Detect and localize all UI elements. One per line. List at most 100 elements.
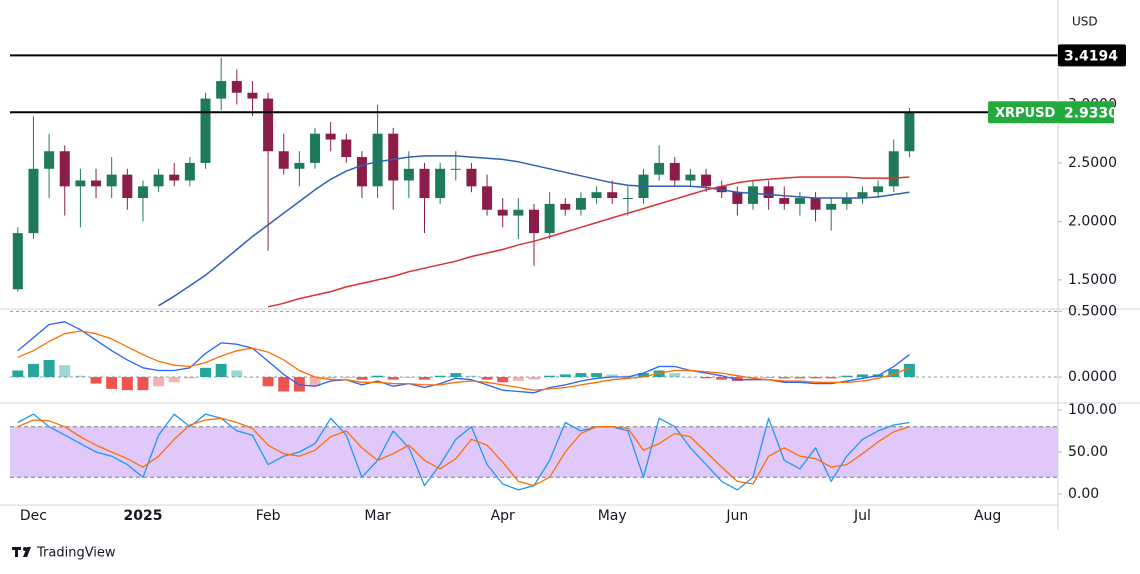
- candle-body: [44, 151, 55, 169]
- candle-body: [591, 192, 602, 199]
- macd-histogram-bar: [231, 370, 243, 378]
- marks-layer: [10, 54, 1058, 491]
- x-tick-label: Jul: [853, 508, 871, 524]
- macd-histogram-bar: [544, 375, 556, 378]
- macd-histogram-bar: [903, 363, 915, 378]
- candle-body: [372, 133, 383, 187]
- candle-body: [12, 233, 23, 290]
- candle-body: [91, 180, 102, 187]
- candle-body: [826, 203, 837, 210]
- macd-histogram-bar: [591, 373, 603, 378]
- candle-body: [654, 162, 665, 175]
- candle-body: [75, 180, 86, 187]
- y-tick-label: 100.00: [1068, 402, 1117, 418]
- x-tick-label: Aug: [974, 508, 1001, 524]
- x-tick-label: Jun: [725, 508, 748, 524]
- x-tick-label: May: [598, 508, 627, 524]
- x-tick-label: 2025: [123, 508, 162, 524]
- macd-line: [17, 321, 910, 394]
- y-tick-label: 1.5000: [1068, 272, 1117, 288]
- last-price-label: 2.9330: [1064, 105, 1118, 121]
- y-tick-label: 50.00: [1068, 444, 1108, 460]
- candle-body: [622, 198, 633, 200]
- candle-body: [200, 98, 211, 163]
- macd-histogram-bar: [794, 377, 806, 379]
- x-tick-label: Apr: [491, 508, 515, 524]
- macd-histogram-bar: [106, 377, 118, 389]
- macd-histogram-bar: [372, 375, 384, 378]
- symbol-label: XRPUSD: [995, 106, 1055, 121]
- candle-body: [278, 151, 289, 169]
- candle-body: [888, 151, 899, 187]
- candle-body: [732, 192, 743, 204]
- y-tick-label: 0.00: [1068, 486, 1099, 502]
- macd-histogram-bar: [309, 377, 321, 387]
- candle-body: [325, 133, 336, 140]
- macd-histogram-bar: [340, 377, 352, 378]
- candle-body: [575, 198, 586, 210]
- candle-body: [247, 92, 258, 99]
- macd-histogram-bar: [356, 377, 368, 380]
- candle-body: [904, 112, 915, 152]
- candle-body: [403, 168, 414, 181]
- candle-body: [466, 168, 477, 187]
- moving-average: [267, 176, 910, 308]
- macd-histogram-bar: [419, 377, 430, 380]
- candle-body: [779, 198, 790, 204]
- bands-layer: [10, 103, 1062, 495]
- y-tick-label: 2.0000: [1068, 213, 1117, 229]
- macd-histogram-bar: [59, 365, 71, 378]
- candle-body: [685, 174, 696, 181]
- candle-body: [263, 98, 274, 152]
- macd-histogram-bar: [262, 377, 274, 387]
- stoch-line: [17, 417, 910, 487]
- candle-body: [763, 186, 774, 199]
- macd-histogram-bar: [638, 373, 649, 378]
- candle-body: [184, 162, 195, 181]
- x-tick-label: Feb: [256, 508, 281, 524]
- macd-histogram-bar: [403, 377, 415, 378]
- macd-histogram-bar: [215, 363, 227, 378]
- macd-histogram-bar: [246, 377, 258, 378]
- candle-body: [153, 174, 164, 187]
- stoch-band: [10, 426, 1058, 478]
- candle-body: [388, 133, 399, 181]
- logo-shape: [23, 547, 31, 557]
- candle-body: [216, 81, 227, 99]
- candle-body: [873, 186, 884, 193]
- macd-histogram-bar: [528, 377, 540, 380]
- macd-histogram-bar: [12, 370, 24, 378]
- candle-body: [701, 174, 712, 187]
- macd-histogram-bar: [74, 375, 86, 378]
- macd-histogram-bar: [278, 377, 290, 392]
- last-price-tag: [1058, 101, 1114, 124]
- y-tick-label: 0.0000: [1068, 369, 1117, 385]
- currency-label: USD: [1072, 15, 1098, 29]
- macd-histogram-bar: [841, 375, 853, 378]
- candle-body: [137, 186, 148, 199]
- macd-histogram-bar: [481, 377, 493, 380]
- moving-average: [158, 155, 910, 307]
- macd-histogram-bar: [450, 373, 462, 378]
- candle-body: [310, 133, 321, 163]
- candle-body: [122, 174, 133, 199]
- macd-histogram-bar: [153, 377, 165, 387]
- candle-body: [857, 192, 868, 199]
- candle-body: [513, 209, 524, 216]
- macd-histogram-bar: [465, 375, 477, 378]
- macd-histogram-bar: [387, 377, 399, 380]
- macd-histogram-bar: [43, 359, 55, 378]
- candle-body: [419, 168, 430, 199]
- macd-histogram-bar: [559, 374, 571, 378]
- candle-body: [497, 209, 508, 216]
- x-tick-label: Mar: [364, 508, 391, 524]
- level-tag: [1058, 44, 1126, 67]
- candle-body: [356, 157, 367, 187]
- candle-body: [294, 162, 305, 169]
- candle-body: [169, 174, 180, 181]
- macd-histogram-bar: [27, 363, 39, 378]
- symbol-tag: [988, 101, 1058, 124]
- macd-histogram-bar: [512, 377, 524, 381]
